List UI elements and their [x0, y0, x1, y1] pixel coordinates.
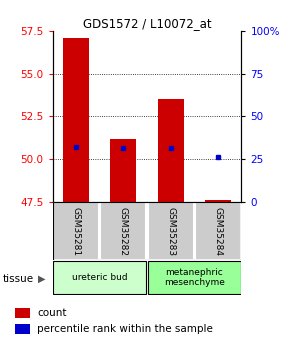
Bar [195, 203, 241, 260]
Text: tissue: tissue [3, 274, 34, 284]
Text: metanephric
mesenchyme: metanephric mesenchyme [164, 268, 225, 287]
Text: ureteric bud: ureteric bud [72, 273, 128, 282]
Bar [205, 200, 231, 202]
Bar [15, 308, 30, 318]
Bar [148, 261, 241, 294]
Text: GSM35281: GSM35281 [72, 207, 81, 256]
Bar [110, 139, 136, 202]
Text: GSM35282: GSM35282 [119, 207, 128, 256]
Title: GDS1572 / L10072_at: GDS1572 / L10072_at [83, 17, 211, 30]
Bar [53, 203, 99, 260]
Bar [148, 203, 194, 260]
Text: count: count [37, 308, 67, 318]
Bar [15, 324, 30, 334]
Text: GSM35283: GSM35283 [166, 207, 175, 256]
Bar [53, 261, 146, 294]
Text: ▶: ▶ [38, 274, 45, 284]
Bar [100, 203, 146, 260]
Text: GSM35284: GSM35284 [213, 207, 222, 256]
Bar [63, 38, 89, 202]
Text: percentile rank within the sample: percentile rank within the sample [37, 324, 213, 334]
Bar [158, 99, 184, 202]
